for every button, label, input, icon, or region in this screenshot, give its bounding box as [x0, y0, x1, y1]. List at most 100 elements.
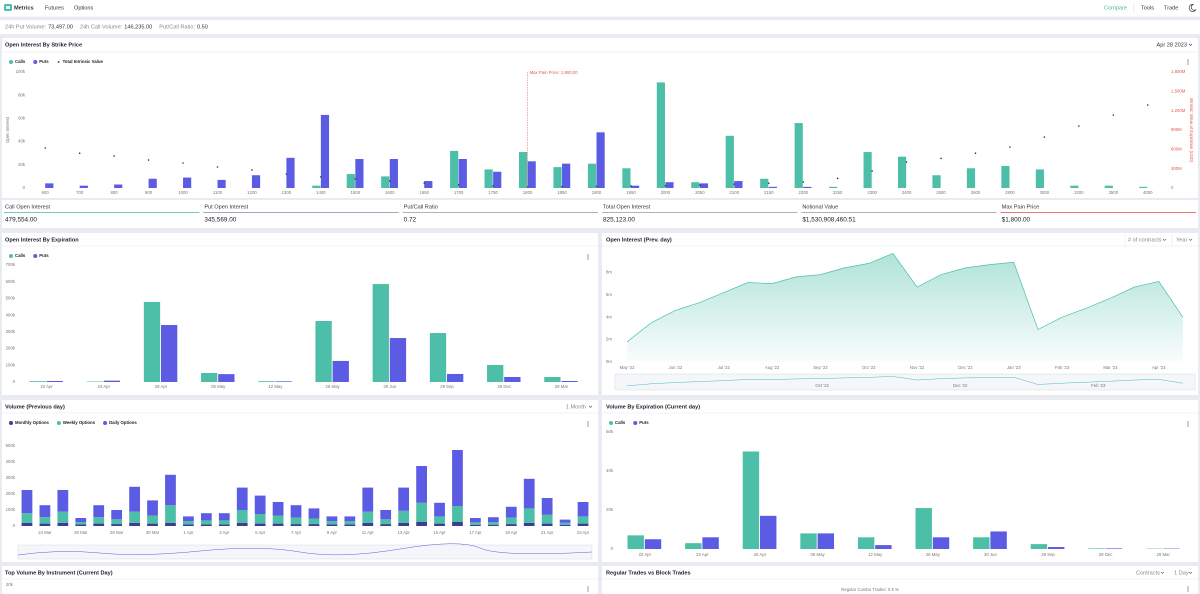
nav-link[interactable]: Compare	[1104, 5, 1127, 11]
x-tick-label: Jan '23	[1007, 365, 1021, 370]
bar-segment	[398, 510, 410, 523]
panel	[602, 566, 1198, 594]
dropdown[interactable]: 1 Month	[566, 404, 586, 410]
x-tick-label: 29 Dec	[1099, 552, 1113, 557]
date-select[interactable]: Apr 28 2023	[1157, 42, 1187, 48]
bar-segment	[577, 523, 589, 526]
bar-segment	[183, 524, 194, 526]
navigator[interactable]	[614, 373, 1196, 391]
bar-segment	[165, 505, 176, 523]
x-tick-label: 3 Apr	[219, 530, 230, 535]
dropdown[interactable]: Year	[1176, 237, 1187, 243]
y-tick-label: 500k	[6, 296, 16, 301]
panel-title: Open Interest By Strike Price	[5, 42, 82, 48]
y-tick-label: 20k	[18, 162, 26, 167]
legend-swatch	[633, 421, 638, 425]
x-tick-label: Nov '22	[910, 365, 925, 370]
bar-segment	[380, 510, 392, 520]
bar-segment	[254, 495, 266, 514]
dot	[1146, 104, 1149, 106]
bar-segment	[416, 522, 427, 526]
bar-segment	[218, 524, 230, 526]
bar-segment	[541, 514, 553, 524]
nav-link[interactable]: Futures	[45, 5, 64, 11]
bar	[702, 537, 719, 549]
y-tick-label: 400k	[6, 312, 16, 317]
bar	[630, 185, 640, 188]
brand[interactable]: Metrics	[14, 5, 34, 11]
y-tick-label: 200k	[6, 346, 16, 351]
bar-segment	[111, 510, 123, 520]
y-tick-label: 20k	[6, 582, 14, 587]
bar-segment	[183, 521, 194, 525]
x-tick-label: Oct '22	[862, 365, 876, 370]
summary-label: Call Open Interest	[5, 204, 51, 210]
dropdown[interactable]: Contracts	[1136, 570, 1160, 576]
x-tick-label: 26 May	[926, 552, 941, 557]
x-tick-label: Mar '23	[1103, 365, 1118, 370]
x-tick-label: 2250	[833, 190, 843, 195]
bar-segment	[165, 474, 176, 506]
dot	[699, 184, 701, 186]
navigator[interactable]	[17, 544, 593, 560]
x-tick-label: 22 Apr	[639, 552, 652, 557]
dropdown[interactable]: # of contracts	[1128, 237, 1162, 243]
bar	[596, 132, 605, 188]
x-tick-label: 24 Mar	[38, 530, 52, 535]
legend-label: Puts	[39, 253, 49, 258]
bar-segment	[344, 521, 356, 525]
x-tick-label: 2150	[764, 190, 774, 195]
legend-label: Puts	[639, 420, 649, 425]
dot	[285, 173, 288, 175]
x-tick-label: 17 Apr	[469, 530, 482, 535]
x-tick-label: 26 May	[326, 384, 341, 389]
bar	[627, 535, 644, 549]
legend-label: Calls	[615, 420, 626, 425]
bar	[450, 150, 459, 188]
bar-segment	[236, 487, 248, 510]
bar	[1070, 185, 1079, 188]
x-tick-label: 05 May	[211, 384, 226, 389]
legend-swatch	[57, 61, 60, 63]
nav-link[interactable]: Options	[74, 5, 93, 11]
x-tick-label: 1850	[557, 190, 567, 195]
bar-segment	[111, 519, 123, 525]
bar-segment	[308, 508, 320, 519]
panel	[2, 233, 598, 395]
bar-segment	[147, 515, 158, 524]
nav-link[interactable]: Tools	[1141, 5, 1154, 11]
bar	[251, 175, 261, 188]
bar	[389, 159, 398, 188]
legend-label: Calls	[15, 253, 26, 258]
annotation: Max Pain Price: 1,800.00	[530, 70, 579, 75]
summary-value: 825,123.00	[603, 217, 635, 224]
x-tick-label: Jun '22	[669, 365, 683, 370]
y-tick-label: 80k	[18, 92, 26, 97]
bar-segment	[362, 522, 374, 526]
bar	[863, 152, 872, 188]
y-tick-label: 6m	[606, 292, 612, 297]
bar	[1001, 165, 1010, 188]
bar-segment	[541, 523, 553, 526]
y-tick-label: 8m	[606, 270, 612, 275]
x-tick-label: 12 May	[868, 552, 883, 557]
dot	[320, 176, 322, 178]
bar	[487, 364, 504, 382]
bar	[315, 320, 332, 382]
nav-link[interactable]: Trade	[1164, 5, 1178, 11]
dot	[767, 182, 770, 184]
bar	[46, 380, 63, 382]
bar-segment	[487, 517, 499, 522]
dot	[78, 152, 81, 154]
bar-segment	[523, 522, 535, 526]
bar-segment	[272, 515, 284, 524]
theme-toggle[interactable]	[1188, 4, 1197, 12]
bar	[553, 167, 562, 188]
dot	[423, 182, 426, 184]
dropdown[interactable]: 1 Day	[1174, 570, 1189, 576]
y-tick-label: 2m	[606, 337, 612, 342]
x-tick-label: Feb '23	[1055, 365, 1070, 370]
x-tick-label: 3500	[1109, 190, 1119, 195]
stat-value: 0.50	[197, 24, 208, 30]
bar-segment	[290, 524, 302, 526]
